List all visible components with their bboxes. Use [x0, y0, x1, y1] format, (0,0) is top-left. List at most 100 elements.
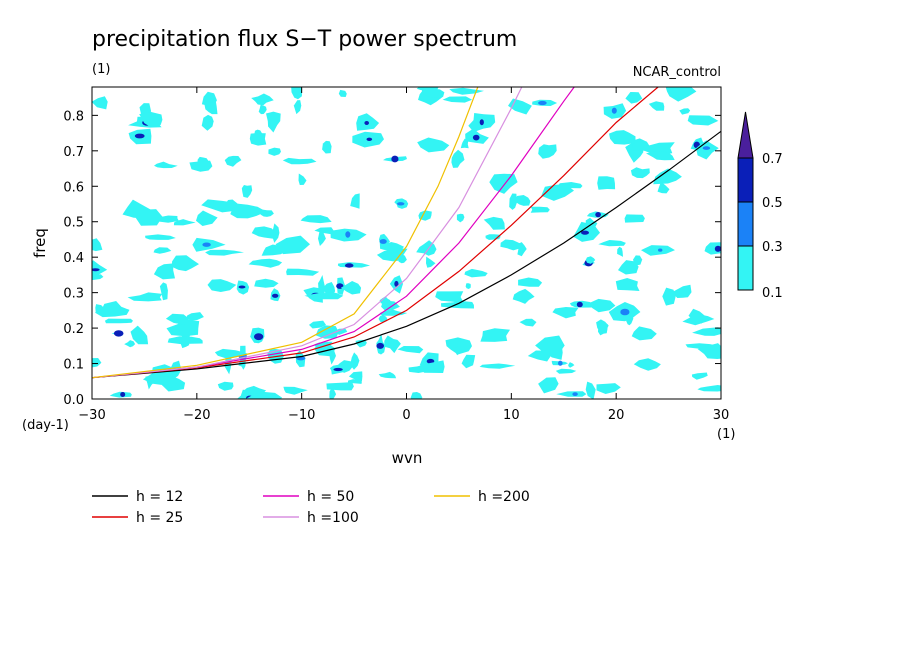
contour-blob: [160, 376, 178, 388]
contour-blob: [624, 214, 645, 223]
contour-blob: [318, 230, 326, 246]
contour-blob: [127, 292, 163, 302]
contour-core: [397, 202, 405, 206]
contour-blob: [207, 279, 237, 292]
contour-blob: [104, 318, 133, 324]
legend: h = 12 h = 25 h = 50 h =100 h =200: [92, 489, 530, 526]
colorbar-label: 0.3: [762, 240, 783, 255]
dispersion-curves: [92, 87, 721, 379]
contour-blob: [224, 155, 242, 167]
x-tick-label: 0: [402, 408, 410, 423]
contour-blob: [153, 247, 172, 254]
contour-core: [479, 119, 484, 126]
contour-blob: [350, 193, 360, 209]
contour-blob: [445, 337, 472, 355]
contour-blob: [518, 277, 543, 287]
y-tick-label: 0.7: [63, 145, 84, 160]
contour-blob: [483, 216, 505, 230]
contour-core: [120, 392, 126, 397]
x-tick-label: −30: [78, 408, 105, 423]
contour-blob: [596, 319, 609, 332]
x-tick-label: −10: [288, 408, 315, 423]
contour-blob: [609, 130, 636, 145]
contour-blob: [653, 168, 682, 185]
contour-blob: [381, 300, 400, 311]
contour-blob: [617, 246, 623, 257]
contour-blob: [204, 97, 214, 103]
contour-blob: [350, 352, 360, 370]
contour-core: [202, 242, 211, 247]
contour-blob: [500, 239, 523, 251]
contour-core: [558, 360, 563, 366]
contour-blob: [304, 292, 344, 300]
contour-blob: [254, 278, 279, 288]
contour-blob: [340, 281, 362, 295]
contour-blob: [338, 89, 347, 97]
contour-blob: [596, 383, 621, 394]
contour-blob: [585, 217, 598, 228]
contour-blob: [92, 260, 108, 279]
contour-blob: [682, 313, 715, 326]
y-axis-label: freq: [31, 228, 49, 258]
contour-blob: [348, 371, 363, 382]
x-tick-label: −20: [183, 408, 210, 423]
contour-blob: [442, 96, 473, 103]
contour-blob: [251, 93, 274, 106]
contour-blob: [283, 386, 308, 395]
contour-blob: [517, 242, 527, 257]
contour-core: [345, 231, 351, 238]
x-tick-label: 10: [503, 408, 520, 423]
x-tick-label: 20: [608, 408, 625, 423]
contour-blob: [384, 335, 401, 354]
contour-blob: [335, 328, 348, 335]
contour-blob: [598, 240, 626, 247]
contour-blob: [697, 385, 721, 392]
contour-blob: [266, 111, 281, 133]
contour-blob: [300, 215, 332, 224]
contour-blob: [687, 115, 719, 126]
contour-blob: [398, 254, 407, 264]
contour-blob: [130, 325, 149, 345]
contour-blob: [166, 319, 200, 337]
contour-core: [595, 212, 601, 218]
contour-blob: [535, 335, 565, 355]
contour-blob: [248, 258, 283, 268]
contour-blob: [204, 98, 218, 115]
contour-core: [572, 392, 578, 396]
contour-blob: [92, 358, 102, 368]
contour-blob: [633, 358, 661, 371]
contour-blob: [355, 339, 367, 348]
contour-blob: [145, 234, 176, 240]
series-line-3: [92, 87, 523, 379]
contour-blob: [217, 381, 234, 391]
contour-blob: [92, 96, 108, 110]
contour-blob: [514, 195, 531, 206]
contour-blob: [480, 328, 510, 342]
colorbar: 0.1 0.3 0.5 0.7: [737, 111, 783, 301]
contour-blob: [697, 343, 721, 359]
contour-core: [472, 134, 480, 141]
contour-blob: [671, 284, 692, 298]
y-tick-label: 0.0: [63, 393, 84, 408]
contour-blob: [421, 88, 445, 98]
contour-blob: [555, 368, 577, 374]
contour-core: [394, 280, 399, 287]
legend-label: h = 12: [136, 489, 183, 505]
contour-core: [714, 245, 721, 252]
x-axis: −30 −20 −10 0 10 20 30: [78, 87, 729, 423]
contour-blob: [552, 307, 579, 319]
contour-blob: [625, 92, 643, 104]
contour-core: [702, 146, 711, 150]
contour-core: [92, 268, 100, 272]
contour-blob: [585, 256, 596, 264]
contour-blob: [585, 381, 596, 399]
contour-blob: [337, 262, 371, 268]
contour-blob: [631, 326, 657, 341]
contour-blob: [569, 300, 596, 308]
contour-blob: [662, 287, 676, 306]
contour-blob: [378, 315, 388, 323]
contour-core: [658, 248, 663, 252]
y-tick-label: 0.2: [63, 322, 84, 337]
contour-core: [611, 107, 617, 114]
contour-blob: [461, 354, 476, 369]
